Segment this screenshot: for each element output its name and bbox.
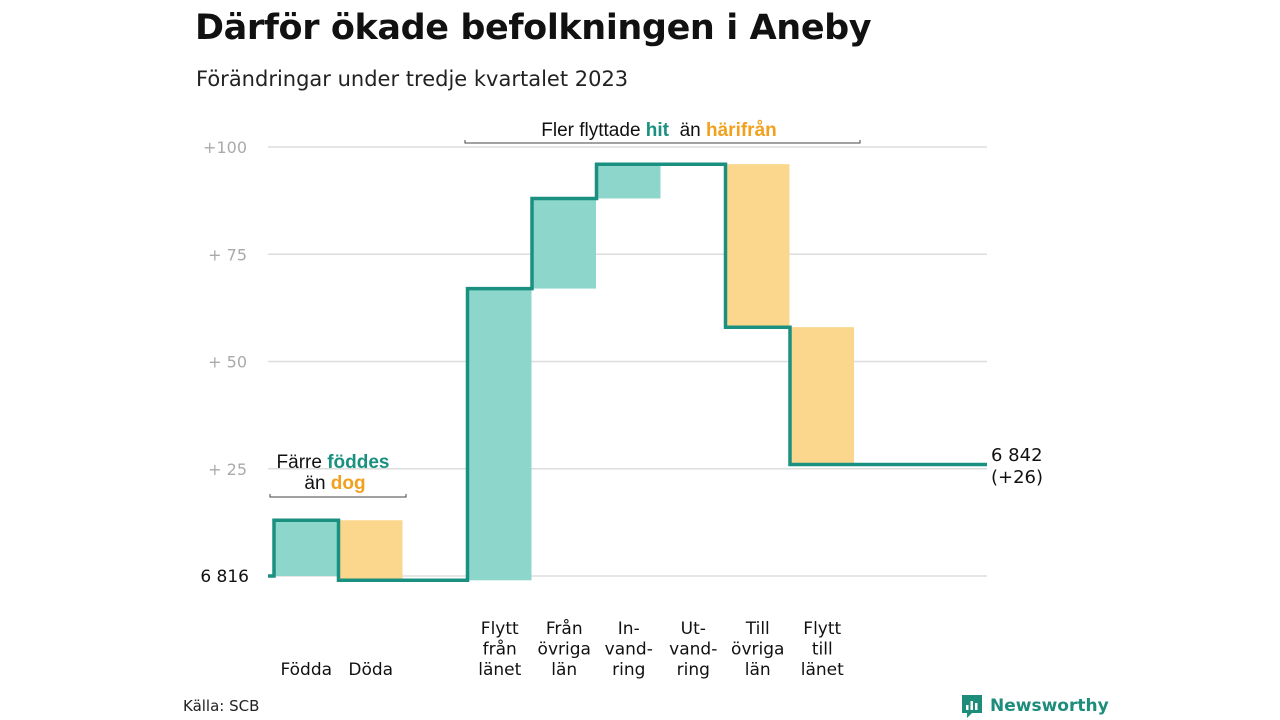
bar — [274, 520, 338, 576]
x-category-label: länet — [478, 660, 521, 680]
y-tick-label: +100 — [203, 138, 247, 157]
x-category-label: övriga — [538, 640, 591, 660]
bar — [790, 327, 854, 465]
bar — [338, 520, 403, 581]
bar — [596, 164, 661, 199]
newsworthy-logo-text: Newsworthy — [990, 696, 1109, 716]
bar — [725, 164, 790, 328]
newsworthy-logo: Newsworthy — [960, 693, 1109, 719]
migration-annotation: Fler flyttade hit än härifrån — [541, 120, 777, 141]
x-category-label: Till — [745, 619, 770, 639]
source-note: Källa: SCB — [183, 697, 260, 715]
x-category-label: Flytt — [481, 619, 519, 639]
x-category-label: övriga — [731, 640, 784, 660]
y-tick-label: + 75 — [208, 245, 247, 264]
x-category-label: länet — [801, 660, 844, 680]
chart-subtitle: Förändringar under tredje kvartalet 2023 — [196, 67, 629, 91]
x-category-label: vand- — [605, 640, 653, 660]
y-tick-label: + 25 — [208, 460, 247, 479]
x-category-label: Ut- — [681, 619, 706, 639]
births-annotation-bracket — [269, 494, 407, 498]
bars — [274, 164, 854, 581]
grid-lines — [268, 146, 987, 577]
x-category-label: vand- — [669, 640, 717, 660]
x-category-label: län — [551, 660, 577, 680]
running-total-line — [268, 162, 987, 583]
x-category-label: Flytt — [803, 619, 841, 639]
baseline-value-label: 6 816 — [200, 567, 249, 587]
x-category-label: från — [483, 639, 517, 660]
x-category-label: län — [745, 660, 771, 680]
end-value-labels: 6 842(+26) — [991, 445, 1043, 488]
x-axis-category-labels: Födda DödaFlyttfrånlänetFrånövrigalänIn-v… — [280, 618, 844, 680]
bar — [532, 198, 596, 289]
newsworthy-logo-icon — [962, 695, 982, 718]
x-category-label: Födda — [280, 660, 332, 680]
births-annotation-line1: Färre föddes — [277, 452, 390, 473]
x-category-label: ring — [612, 660, 645, 680]
x-category-label: till — [812, 640, 833, 660]
bar — [467, 288, 532, 581]
chart-title: Därför ökade befolkningen i Aneby — [195, 8, 872, 48]
y-tick-label: + 50 — [208, 353, 247, 372]
x-category-label: In- — [618, 619, 640, 639]
step-line — [268, 162, 987, 583]
births-annotation-line2: än dog — [304, 473, 365, 494]
end-value-label: (+26) — [991, 467, 1043, 488]
x-category-label: ring — [677, 660, 710, 680]
x-category-label: Från — [546, 618, 583, 639]
y-axis-tick-labels: + 25 + 50 + 75 +100 6 816 — [200, 138, 249, 587]
migration-annotation-bracket — [464, 140, 861, 144]
end-value-label: 6 842 — [991, 445, 1043, 466]
x-category-label: Döda — [348, 660, 393, 680]
